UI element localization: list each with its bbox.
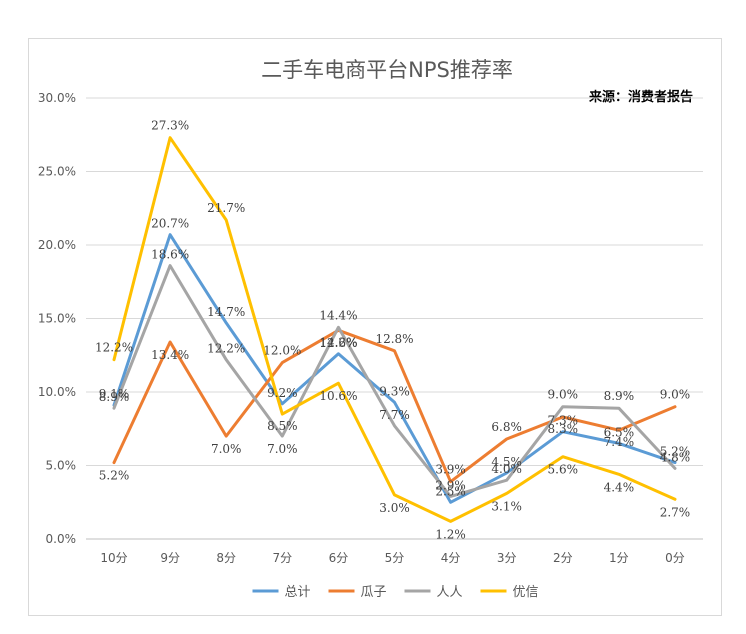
x-tick-label: 8分: [216, 551, 236, 565]
data-label: 8.5%: [267, 419, 298, 433]
chart-title: 二手车电商平台NPS推荐率: [261, 58, 513, 82]
x-tick-label: 3分: [497, 551, 517, 565]
series-lines: [112, 136, 677, 523]
data-label: 8.3%: [548, 422, 579, 436]
data-label: 12.2%: [95, 341, 133, 355]
x-tick-label: 2分: [553, 551, 573, 565]
x-tick-label: 0分: [665, 551, 685, 565]
data-label: 3.1%: [491, 499, 522, 513]
y-tick-label: 25.0%: [38, 165, 76, 179]
data-label: 14.2%: [319, 335, 357, 349]
data-label: 7.0%: [211, 442, 242, 456]
series-line-总计: [112, 233, 677, 504]
y-tick-label: 10.0%: [38, 385, 76, 399]
data-label: 8.9%: [99, 390, 130, 404]
data-label: 3.9%: [435, 463, 466, 477]
x-tick-label: 6分: [329, 551, 349, 565]
data-label: 7.3%: [548, 414, 579, 428]
legend: 总计 瓜子 人人 优信: [252, 585, 539, 600]
data-label: 27.3%: [151, 119, 189, 133]
y-tick-label: 15.0%: [38, 312, 76, 326]
data-label: 12.2%: [207, 342, 245, 356]
data-label: 12.8%: [375, 332, 413, 346]
x-tick-label: 5分: [385, 551, 405, 565]
data-label: 21.7%: [207, 201, 245, 215]
data-label: 9.0%: [548, 388, 579, 402]
data-label: 20.7%: [151, 217, 189, 231]
data-label: 12.6%: [319, 336, 357, 350]
x-tick-label: 7分: [272, 551, 292, 565]
x-tick-label: 10分: [100, 551, 127, 565]
data-label: 9.3%: [379, 384, 410, 398]
legend-label: 总计: [285, 585, 311, 600]
x-tick-label: 1分: [609, 551, 629, 565]
data-labels: 9.1% 20.7% 14.7% 9.2% 12.6% 9.3% 2.5% 4.5% 7.3% 6…: [95, 119, 690, 542]
data-label: 9.0%: [660, 388, 691, 402]
data-label: 9.1%: [99, 387, 130, 401]
data-label: 13.4%: [151, 348, 189, 362]
series-line-优信: [112, 136, 677, 523]
chart-area: [28, 38, 722, 616]
legend-label: 瓜子: [361, 585, 387, 600]
data-label: 2.7%: [660, 505, 691, 519]
data-label: 2.9%: [435, 478, 466, 492]
data-label: 18.6%: [151, 248, 189, 262]
x-axis: 10分 9分 8分 7分 6分 5分 4分 3分 2分 1分 0分: [100, 551, 684, 565]
y-tick-label: 0.0%: [46, 532, 77, 546]
series-line-瓜子: [112, 328, 677, 484]
gridlines: [86, 97, 703, 540]
data-label: 7.7%: [379, 408, 410, 422]
data-label: 8.9%: [604, 389, 635, 403]
data-label: 7.0%: [267, 442, 298, 456]
data-label: 4.5%: [491, 455, 522, 469]
data-label: 9.2%: [267, 386, 298, 400]
data-label: 3.0%: [379, 501, 410, 515]
data-label: 14.7%: [207, 305, 245, 319]
x-tick-label: 9分: [160, 551, 180, 565]
legend-label: 人人: [437, 585, 463, 600]
data-label: 6.8%: [491, 420, 522, 434]
data-label: 5.2%: [660, 445, 691, 459]
data-label: 5.2%: [99, 469, 130, 483]
data-label: 1.2%: [435, 527, 466, 541]
data-label: 6.5%: [604, 425, 635, 439]
y-tick-label: 5.0%: [46, 459, 77, 473]
data-label: 4.8%: [660, 450, 691, 464]
y-axis: 0.0% 5.0% 10.0% 15.0% 20.0% 25.0% 30.0%: [38, 91, 76, 546]
data-label: 14.4%: [319, 308, 357, 322]
data-label: 4.4%: [604, 480, 635, 494]
legend-label: 优信: [513, 585, 539, 600]
chart-source: 来源：消费者报告: [588, 89, 693, 105]
data-label: 7.4%: [604, 435, 635, 449]
y-tick-label: 20.0%: [38, 238, 76, 252]
x-tick-label: 4分: [441, 551, 461, 565]
series-line-人人: [112, 264, 677, 498]
y-tick-label: 30.0%: [38, 91, 76, 105]
data-label: 10.6%: [319, 389, 357, 403]
data-label: 5.6%: [548, 463, 579, 477]
data-label: 4.0%: [491, 462, 522, 476]
data-label: 12.0%: [263, 344, 301, 358]
data-label: 2.5%: [435, 484, 466, 498]
